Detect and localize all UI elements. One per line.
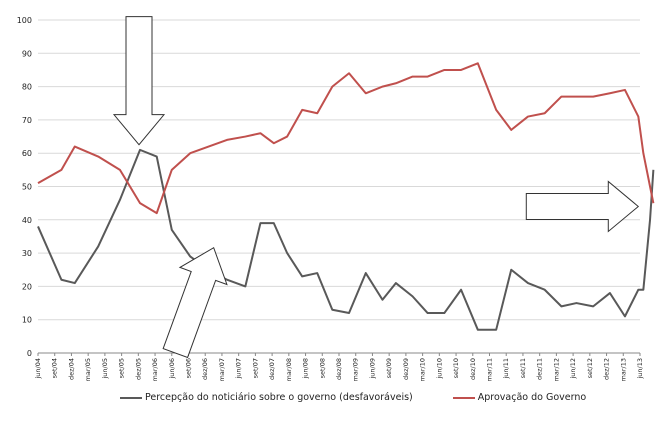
x-tick-label: mar/10	[419, 358, 427, 381]
series-lines	[37, 62, 655, 331]
x-tick-label: set/12	[586, 358, 594, 378]
x-tick-label: dez/07	[268, 358, 276, 380]
x-tick-label: jun/12	[569, 358, 577, 380]
legend-item-series2: Aprovação do Governo	[452, 392, 587, 403]
y-tick-label: 100	[17, 16, 32, 25]
x-tick-label: dez/06	[201, 358, 209, 380]
x-tick-label: mar/13	[619, 358, 627, 381]
x-tick-label: jun/04	[34, 358, 42, 380]
series-line-2	[37, 62, 655, 215]
y-tick-label: 10	[22, 316, 32, 325]
x-tick-label: set/05	[118, 358, 126, 378]
x-tick-label: set/04	[51, 358, 59, 378]
x-tick-label: jun/09	[368, 358, 376, 380]
y-tick-label: 90	[22, 49, 32, 58]
y-tick-label: 20	[22, 282, 32, 291]
x-tick-label: mar/05	[84, 358, 92, 381]
x-tick-label: dez/04	[67, 358, 75, 380]
x-tick-label: mar/07	[218, 358, 226, 381]
x-tick-label: dez/08	[335, 358, 343, 380]
x-tick-label: dez/10	[469, 358, 477, 380]
legend-swatch-series1	[120, 396, 142, 399]
legend-swatch-series2	[452, 396, 475, 399]
x-tick-label: jun/06	[168, 358, 176, 380]
x-tick-label: set/10	[452, 358, 460, 378]
x-tick-label: dez/12	[603, 358, 611, 380]
x-tick-label: set/06	[185, 358, 193, 378]
y-axis-ticks: 0 10 20 30 40 50 60 70 80 90 100	[17, 16, 32, 358]
x-tick-label: mar/06	[151, 358, 159, 381]
x-tick-label: set/11	[519, 358, 527, 378]
y-tick-label: 80	[22, 83, 32, 92]
x-tick-label: jun/11	[502, 358, 510, 380]
legend: Percepção do noticiário sobre o governo …	[120, 392, 586, 403]
legend-label-series2: Aprovação do Governo	[477, 392, 587, 403]
x-tick-label: mar/12	[552, 358, 560, 381]
x-tick-label: set/07	[251, 358, 259, 378]
x-tick-label: set/08	[318, 358, 326, 378]
x-tick-label: mar/08	[285, 358, 293, 381]
x-axis-ticks: jun/04 set/04 dez/04 mar/05 jun/05 set/05 dez/…	[34, 353, 644, 381]
legend-item-series1: Percepção do noticiário sobre o governo …	[120, 392, 413, 403]
annotation-arrow-up	[162, 247, 228, 359]
y-tick-label: 50	[22, 183, 32, 192]
annotation-arrow-down	[112, 16, 166, 146]
x-tick-label: jun/07	[235, 358, 243, 380]
x-tick-label: dez/09	[402, 358, 410, 380]
x-tick-label: dez/11	[536, 358, 544, 380]
series-line-1	[37, 148, 655, 331]
annotation-arrows	[112, 16, 640, 359]
x-tick-label: jun/10	[435, 358, 443, 380]
x-tick-label: jun/05	[101, 358, 109, 380]
x-tick-label: mar/11	[486, 358, 494, 381]
y-tick-label: 30	[22, 249, 32, 258]
y-tick-label: 0	[27, 349, 32, 358]
legend-label-series1: Percepção do noticiário sobre o governo …	[145, 392, 413, 403]
x-tick-label: jun/13	[636, 358, 644, 380]
x-tick-label: jun/08	[302, 358, 310, 380]
x-tick-label: dez/05	[134, 358, 142, 380]
annotation-arrow-right	[525, 180, 640, 233]
x-tick-label: mar/09	[352, 358, 360, 381]
x-tick-label: set/09	[385, 358, 393, 378]
y-tick-label: 70	[22, 116, 32, 125]
y-tick-label: 60	[22, 149, 32, 158]
y-tick-label: 40	[22, 216, 32, 225]
